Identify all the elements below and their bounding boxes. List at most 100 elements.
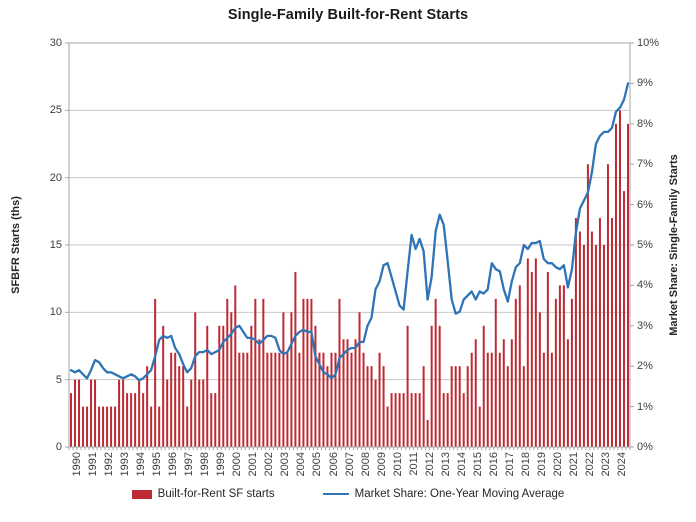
bar-q109 [506,366,509,447]
bar-q12 [118,379,121,447]
x-axis-year-label-2024: 2024 [616,452,628,477]
bar-q79 [386,406,389,447]
x-axis-year-label-2013: 2013 [439,452,452,477]
bar-q59 [306,298,309,447]
bar-q45 [250,325,253,447]
bar-q7 [98,406,101,447]
bar-q5 [90,379,93,447]
x-axis-year-label-1991: 1991 [87,452,99,477]
bar-q36 [214,393,217,447]
bar-q128 [582,245,585,447]
x-axis-year-label-1997: 1997 [183,452,196,477]
bar-q104 [486,352,489,447]
bar-q16 [134,393,137,447]
x-axis-year-label-2009: 2009 [375,452,388,477]
bar-q106 [494,298,497,447]
bar-q55 [290,312,293,447]
bar-q21 [154,298,157,447]
x-axis-year-label-2012: 2012 [423,452,436,477]
bar-q136 [614,123,617,448]
bar-q100 [470,352,473,447]
bar-q1 [74,379,77,447]
bar-q93 [442,393,445,447]
bar-q78 [382,366,385,447]
bar-q102 [478,406,481,447]
legend-item-market-share: Market Share: One-Year Moving Average [322,488,565,500]
x-axis-year-label-1992: 1992 [103,452,116,477]
bar-q32 [198,379,201,447]
bar-q97 [458,366,461,447]
bar-q118 [542,352,545,447]
right-axis-tick-2%: 2% [637,360,653,373]
bar-q65 [330,352,333,447]
x-axis-year-label-2003: 2003 [279,452,292,477]
bar-q82 [398,393,401,447]
bar-q120 [550,352,553,447]
x-axis-year-label-2010: 2010 [391,452,404,477]
bar-q137 [618,110,621,447]
bar-q96 [454,366,457,447]
x-axis-year-label-2007: 2007 [343,452,356,477]
right-axis-tick-5%: 5% [637,239,653,251]
left-axis-tick-10: 10 [49,306,62,319]
bar-q83 [402,393,405,447]
bar-q6 [94,379,97,447]
bar-q57 [298,352,301,447]
legend-label-market-share: Market Share: One-Year Moving Average [354,488,565,500]
legend-item-bfr-starts: Built-for-Rent SF starts [131,488,275,500]
bar-q15 [130,393,133,447]
bar-q121 [554,298,557,447]
bar-q56 [294,271,297,447]
bar-q14 [126,393,129,447]
bar-q63 [322,352,325,447]
bar-q138 [622,191,625,447]
bar-q40 [230,312,233,447]
bar-q69 [346,339,349,447]
bar-q134 [606,164,609,447]
bar-q71 [354,339,357,447]
bar-q18 [142,393,145,447]
bar-q72 [358,312,361,447]
bar-q122 [558,285,561,447]
bar-q103 [482,325,485,447]
bar-q3 [82,406,85,447]
bar-q25 [170,352,173,447]
bar-q10 [110,406,113,447]
left-axis-tick-5: 5 [55,373,62,386]
bar-q105 [490,352,493,447]
x-axis-year-label-2016: 2016 [487,452,500,477]
bar-q81 [394,393,397,447]
x-axis-year-label-1999: 1999 [215,452,228,477]
bar-q50 [270,352,273,447]
left-axis-tick-25: 25 [49,104,62,117]
bar-q75 [370,366,373,447]
x-axis-year-label-2006: 2006 [327,452,340,477]
market-share-line [69,82,630,382]
bar-q116 [534,258,537,447]
right-axis-tick-3%: 3% [637,319,653,332]
chart-title: Single-Family Built-for-Rent Starts [227,7,469,23]
right-axis-tick-10%: 10% [637,37,660,49]
bar-q46 [254,298,257,447]
x-axis-year-label-2021: 2021 [567,452,580,477]
line-series-swatch-icon [322,493,349,495]
bar-q27 [178,366,181,447]
x-axis-year-label-2002: 2002 [263,452,276,477]
bar-q84 [406,325,409,447]
right-axis-tick-4%: 4% [637,279,653,292]
x-axis-year-label-1995: 1995 [151,452,164,477]
bar-q85 [410,393,413,447]
x-axis-year-label-2023: 2023 [600,452,612,477]
right-axis-tick-1%: 1% [637,400,653,413]
bar-q28 [182,366,185,447]
bar-q125 [570,298,573,447]
left-axis-tick-20: 20 [49,171,62,184]
x-axis-year-label-2001: 2001 [247,452,260,477]
bar-q98 [462,393,465,447]
right-axis-tick-0%: 0% [637,441,653,453]
bar-q24 [166,379,169,447]
bar-q62 [318,352,321,447]
bar-q95 [450,366,453,447]
